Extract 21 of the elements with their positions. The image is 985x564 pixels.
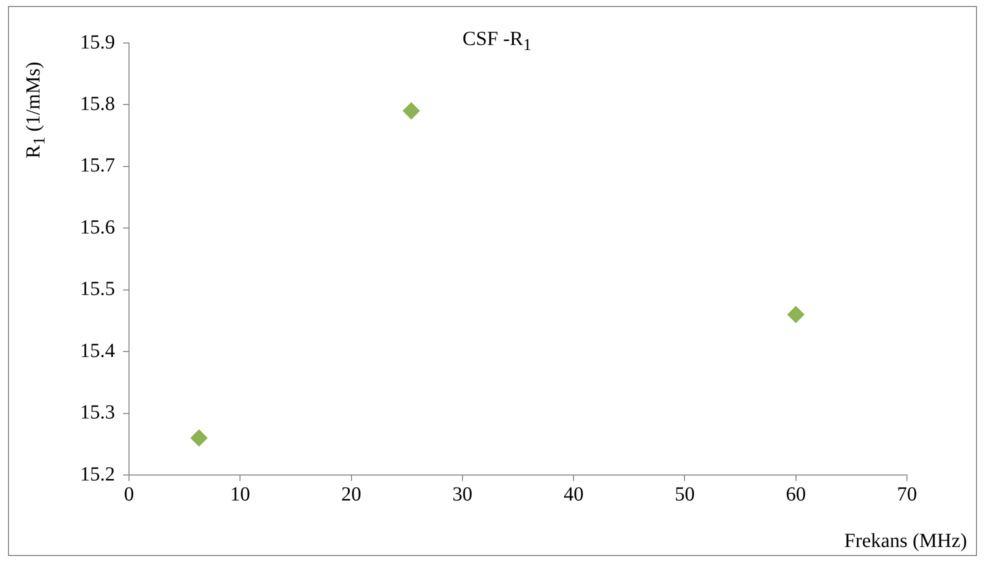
x-tick-label: 20	[341, 483, 362, 506]
y-tick-label: 15.8	[80, 92, 115, 115]
y-tick-label: 15.7	[80, 154, 115, 177]
y-tick-label: 15.4	[80, 340, 115, 362]
point	[190, 429, 208, 446]
x-tick-label: 70	[897, 483, 917, 506]
x-tick-label: 50	[674, 483, 695, 506]
y-tick-label: 15.6	[80, 216, 115, 238]
y-tick-label: 15.9	[80, 31, 115, 54]
x-tick-label: 40	[564, 483, 584, 506]
x-tick-label: 0	[124, 483, 134, 506]
x-axis-title: Frekans (MHz)	[844, 530, 967, 553]
y-tick-label: 15.2	[80, 463, 115, 486]
x-tick-label: 60	[786, 483, 806, 506]
y-tick-label: 15.5	[80, 278, 115, 300]
y-tick-label: 15.3	[80, 402, 115, 424]
chart-title: CSF -R$_{1}$	[462, 28, 532, 55]
point	[787, 306, 804, 324]
x-tick-label: 10	[230, 483, 250, 506]
x-tick-label: 30	[452, 483, 472, 506]
point	[402, 102, 420, 120]
